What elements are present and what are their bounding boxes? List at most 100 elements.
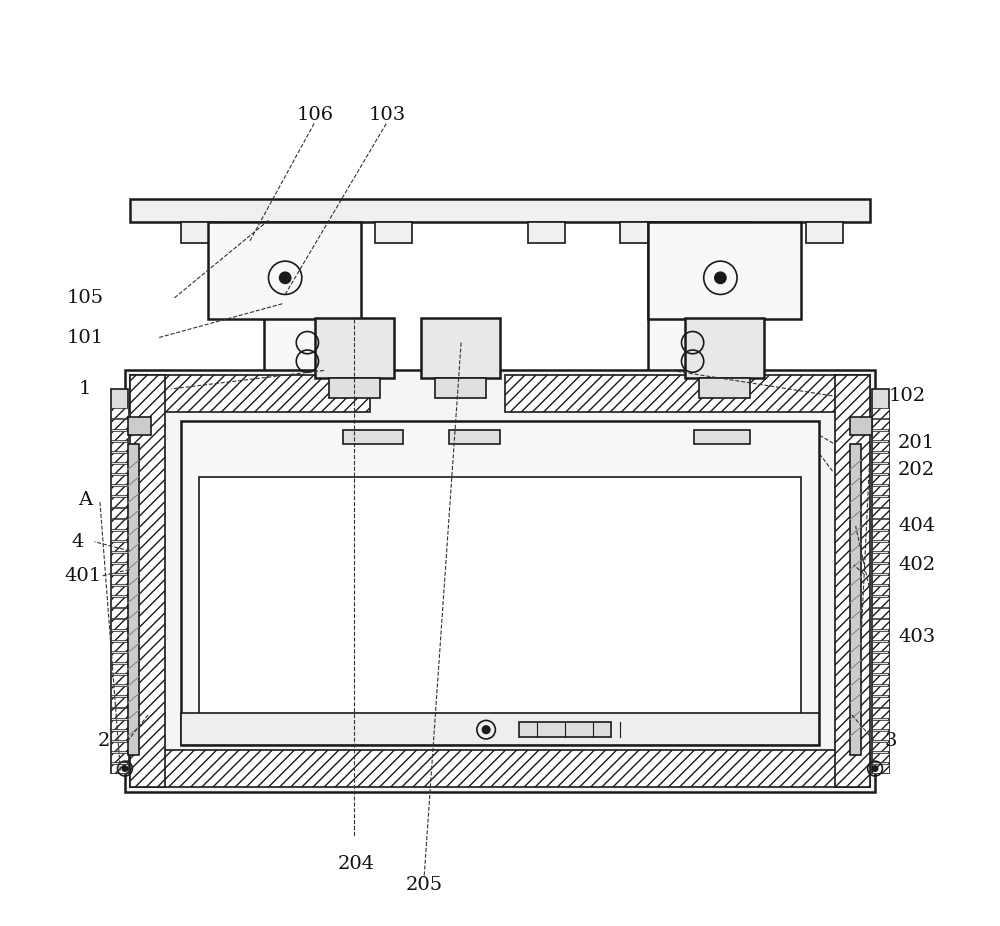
Bar xyxy=(111,542,128,551)
Bar xyxy=(872,497,889,507)
Bar xyxy=(111,586,128,595)
Bar xyxy=(872,608,889,618)
Bar xyxy=(111,497,128,507)
Text: 3: 3 xyxy=(885,732,897,750)
Bar xyxy=(111,731,128,740)
Bar xyxy=(329,378,380,398)
Bar xyxy=(111,508,128,518)
Bar xyxy=(872,431,889,440)
Bar xyxy=(111,697,128,707)
Bar xyxy=(699,378,750,398)
Circle shape xyxy=(280,272,291,283)
Bar xyxy=(872,464,889,473)
Bar xyxy=(111,389,128,773)
Circle shape xyxy=(122,766,128,771)
Text: 402: 402 xyxy=(898,556,935,574)
Bar xyxy=(130,375,165,787)
Bar xyxy=(111,708,128,718)
Bar xyxy=(208,222,361,319)
Bar xyxy=(111,597,128,607)
Bar xyxy=(872,731,889,740)
Bar xyxy=(872,475,889,484)
Bar xyxy=(111,575,128,584)
Bar xyxy=(620,222,657,243)
Text: 202: 202 xyxy=(898,461,935,480)
Bar xyxy=(130,375,370,412)
Bar xyxy=(872,408,889,418)
Bar xyxy=(449,430,500,444)
Bar xyxy=(872,742,889,751)
Circle shape xyxy=(872,766,878,771)
Bar xyxy=(872,419,889,429)
Bar xyxy=(111,608,128,618)
Bar xyxy=(128,444,139,755)
Text: 106: 106 xyxy=(296,106,333,124)
Bar xyxy=(125,370,875,792)
Bar xyxy=(111,553,128,562)
Bar xyxy=(872,389,889,773)
Bar xyxy=(111,720,128,729)
Bar xyxy=(872,753,889,762)
Text: 102: 102 xyxy=(889,387,926,406)
Bar xyxy=(343,430,403,444)
Bar xyxy=(111,619,128,629)
Bar xyxy=(111,531,128,540)
Bar xyxy=(835,375,870,787)
Text: 1: 1 xyxy=(79,380,91,398)
Bar xyxy=(872,642,889,651)
Text: 401: 401 xyxy=(65,567,102,585)
Bar xyxy=(872,697,889,707)
Bar xyxy=(181,421,819,745)
Bar xyxy=(872,686,889,695)
Bar xyxy=(111,653,128,662)
Bar xyxy=(694,430,750,444)
Bar xyxy=(315,318,394,378)
Text: 201: 201 xyxy=(898,433,935,452)
Bar xyxy=(872,531,889,540)
Bar xyxy=(111,442,128,451)
Bar xyxy=(872,564,889,573)
Bar xyxy=(111,675,128,684)
Bar xyxy=(111,631,128,640)
Bar xyxy=(872,519,889,529)
Bar xyxy=(111,431,128,440)
Text: 103: 103 xyxy=(368,106,406,124)
Bar xyxy=(872,442,889,451)
Bar xyxy=(872,553,889,562)
Text: 205: 205 xyxy=(406,876,443,895)
Bar xyxy=(713,222,750,243)
Bar xyxy=(519,722,611,737)
Bar xyxy=(130,750,870,787)
Bar xyxy=(528,222,565,243)
Bar xyxy=(872,764,889,773)
Bar xyxy=(872,486,889,495)
Text: 404: 404 xyxy=(898,517,935,535)
Bar xyxy=(872,453,889,462)
Bar xyxy=(111,486,128,495)
Bar xyxy=(872,542,889,551)
Bar xyxy=(421,318,500,378)
Circle shape xyxy=(482,726,490,733)
Bar xyxy=(130,199,870,222)
Bar xyxy=(648,222,801,319)
Bar xyxy=(111,475,128,484)
Bar xyxy=(111,753,128,762)
Bar xyxy=(375,222,412,243)
Bar xyxy=(111,664,128,673)
Bar xyxy=(111,642,128,651)
Bar xyxy=(181,713,819,745)
Bar xyxy=(685,318,764,378)
Bar xyxy=(872,508,889,518)
Bar xyxy=(111,419,128,429)
Text: 2: 2 xyxy=(97,732,110,750)
Bar xyxy=(128,417,151,435)
Bar xyxy=(282,222,319,243)
Bar xyxy=(872,675,889,684)
Bar xyxy=(111,408,128,418)
Bar xyxy=(111,519,128,529)
Bar xyxy=(872,664,889,673)
Text: 403: 403 xyxy=(898,628,935,646)
Bar xyxy=(111,453,128,462)
Text: 204: 204 xyxy=(338,855,375,873)
Bar xyxy=(111,764,128,773)
